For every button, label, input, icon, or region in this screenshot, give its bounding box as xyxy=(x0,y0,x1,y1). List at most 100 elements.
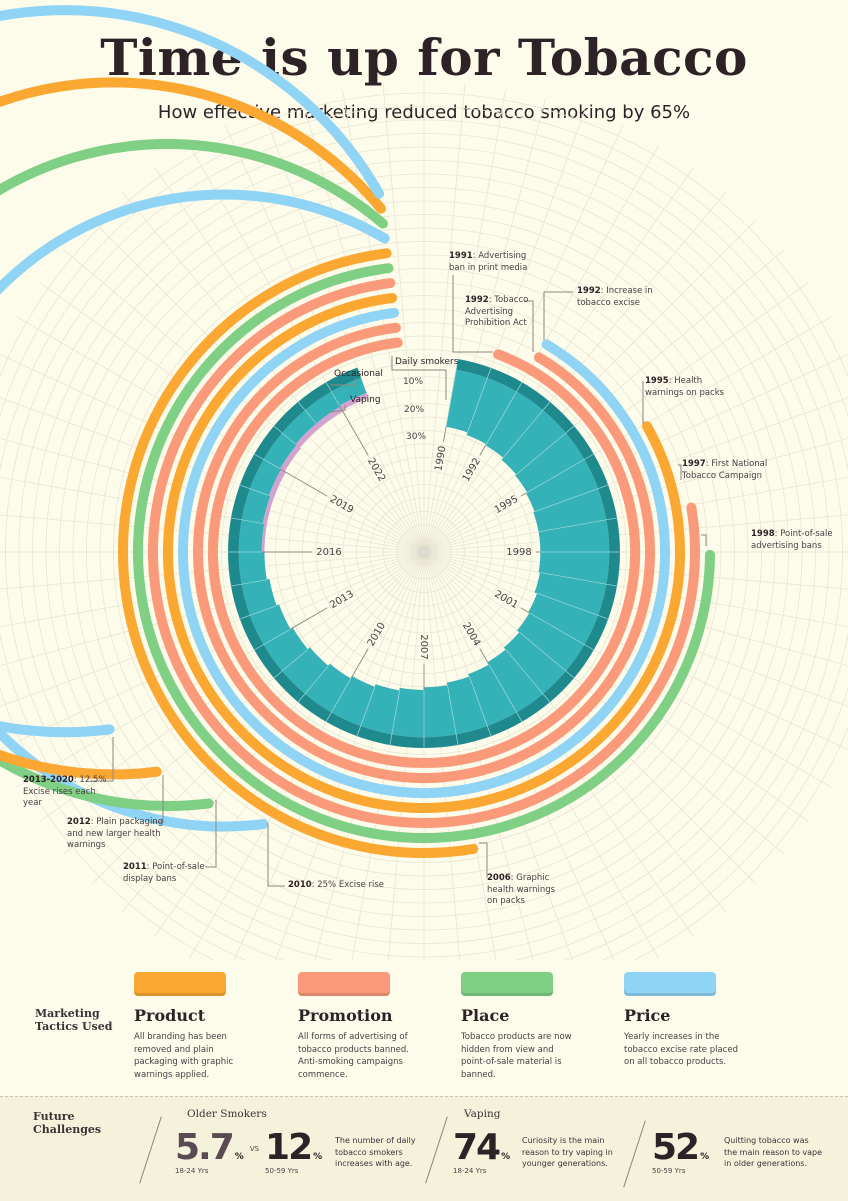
year-label: 1990 xyxy=(433,445,448,472)
age-label: 18-24 Yrs xyxy=(175,1167,209,1175)
bar-divider xyxy=(239,605,277,620)
occasional-smokers-bar xyxy=(543,401,575,434)
legend-desc: All branding has been removed and plain … xyxy=(134,1032,234,1080)
older-smokers-stats: 5.7 % 18-24 Yrs VS 12 % 50-59 Yrs xyxy=(175,1129,322,1176)
bar-divider xyxy=(389,690,400,746)
grid-spoke xyxy=(188,551,425,960)
bar-divider xyxy=(273,425,296,445)
grid-spoke xyxy=(0,514,425,553)
bar-divider xyxy=(445,358,459,427)
daily-smokers-bar xyxy=(466,377,517,445)
daily-smokers-bar xyxy=(533,488,607,533)
unit: % xyxy=(501,1152,511,1162)
vaping-bar xyxy=(268,469,286,498)
occasional-smokers-bar xyxy=(456,358,492,379)
grid-spoke xyxy=(423,282,810,553)
grid-spoke xyxy=(0,551,425,751)
occasional-smokers-bar xyxy=(423,734,459,748)
legend-heading: Product xyxy=(134,1006,206,1025)
grid-spoke xyxy=(423,551,848,667)
grid-spoke xyxy=(423,551,615,960)
occasional-smokers-bar xyxy=(565,426,594,460)
daily-smokers-bar xyxy=(468,664,517,727)
unit: % xyxy=(313,1152,323,1162)
occasional-smokers-bar xyxy=(389,734,424,748)
age-label: 18-24 Yrs xyxy=(453,1167,487,1175)
bar-divider xyxy=(539,572,618,587)
occasional-smokers-bar xyxy=(230,484,251,520)
unit: % xyxy=(234,1152,244,1162)
daily-smokers-bar xyxy=(331,377,367,406)
grid-spoke xyxy=(423,551,848,590)
grid-spoke xyxy=(423,551,848,628)
daily-smokers-bar xyxy=(503,631,566,695)
bar-divider xyxy=(501,401,551,460)
vaping-desc-1: Curiosity is the main reason to try vapi… xyxy=(522,1136,613,1168)
legend-swatch-promotion xyxy=(298,972,390,996)
daily-smokers-bar xyxy=(485,391,544,458)
callout-1995: 1995: Health warnings on packs xyxy=(645,376,725,398)
year-label: 2013 xyxy=(328,589,356,611)
vaping-desc-2: Quitting tobacco was the main reason to … xyxy=(724,1136,823,1168)
stat-value: 52 xyxy=(652,1127,700,1168)
bar-divider xyxy=(254,453,281,470)
stat-value: 5.7 xyxy=(175,1127,235,1168)
occasional-smokers-bar xyxy=(254,425,283,460)
vaping-bar xyxy=(279,444,301,472)
vaping-bar xyxy=(262,495,275,525)
stat-vaping-quitting: 52 % 50-59 Yrs xyxy=(652,1129,709,1176)
grid-spoke xyxy=(423,110,586,553)
stat-value: 12 xyxy=(265,1127,313,1168)
grid-spoke xyxy=(301,97,425,553)
callout-1992-act: 1992: Tobacco Advertising Prohibition Act xyxy=(465,295,529,328)
bar-divider xyxy=(230,579,267,587)
daily-smokers-bar xyxy=(360,684,400,735)
grid-spoke xyxy=(423,551,785,855)
grid-spoke xyxy=(423,551,660,960)
occasional-smokers-bar xyxy=(273,401,306,433)
legend-swatch-price xyxy=(624,972,716,996)
tactic-arc-product-2006 xyxy=(118,248,479,858)
grid-spoke xyxy=(0,551,425,590)
occasional-smokers-bar xyxy=(273,670,305,703)
year-tick-line xyxy=(350,648,369,679)
bar-divider xyxy=(297,401,317,424)
daily-smokers-bar xyxy=(282,409,317,445)
occasional-smokers-bar xyxy=(239,614,264,650)
bar-divider xyxy=(514,425,575,476)
occasional-smokers-bar xyxy=(455,726,492,746)
grid-spoke xyxy=(387,551,425,960)
bar-divider xyxy=(525,453,594,494)
year-label: 2022 xyxy=(365,456,387,484)
stat-vaping-curiosity: 74 % 18-24 Yrs xyxy=(453,1129,510,1176)
grid-spoke xyxy=(121,551,425,913)
daily-smokers-bar xyxy=(446,676,488,735)
grid-spoke xyxy=(275,551,425,960)
callout-1997: 1997: First National Tobacco Campaign xyxy=(682,459,768,481)
daily-smokers-bar xyxy=(517,612,585,672)
occasional-smokers-bar xyxy=(598,484,618,521)
daily-smokers-bar xyxy=(538,552,610,585)
grid-spoke xyxy=(0,437,425,553)
vs-label: VS xyxy=(249,1145,260,1153)
bar-divider xyxy=(254,628,291,651)
bar-divider xyxy=(356,686,376,737)
grid-spoke xyxy=(423,551,757,885)
daily-smokers-bar xyxy=(423,685,457,738)
grid-spoke xyxy=(262,110,425,553)
older-desc: The number of daily tobacco smokers incr… xyxy=(335,1136,416,1168)
bar-divider xyxy=(488,664,523,722)
callout-2013-2020: 2013-2020: 12.5% Excise rises each year xyxy=(23,775,107,808)
tactic-arc-place-1998 xyxy=(133,263,715,843)
legend-desc: Tobacco products are now hidden from vie… xyxy=(461,1032,572,1080)
year-label: 1995 xyxy=(493,494,521,516)
legend-desc: Yearly increases in the tobacco excise r… xyxy=(624,1032,738,1067)
divider xyxy=(139,1116,162,1184)
bar-divider xyxy=(297,665,329,703)
occasional-smokers-bar xyxy=(516,693,550,722)
grid-spoke xyxy=(351,551,425,960)
grid-spoke xyxy=(423,97,547,553)
grid-spoke xyxy=(0,397,425,553)
unit: % xyxy=(700,1152,710,1162)
year-label: 2016 xyxy=(316,547,341,558)
